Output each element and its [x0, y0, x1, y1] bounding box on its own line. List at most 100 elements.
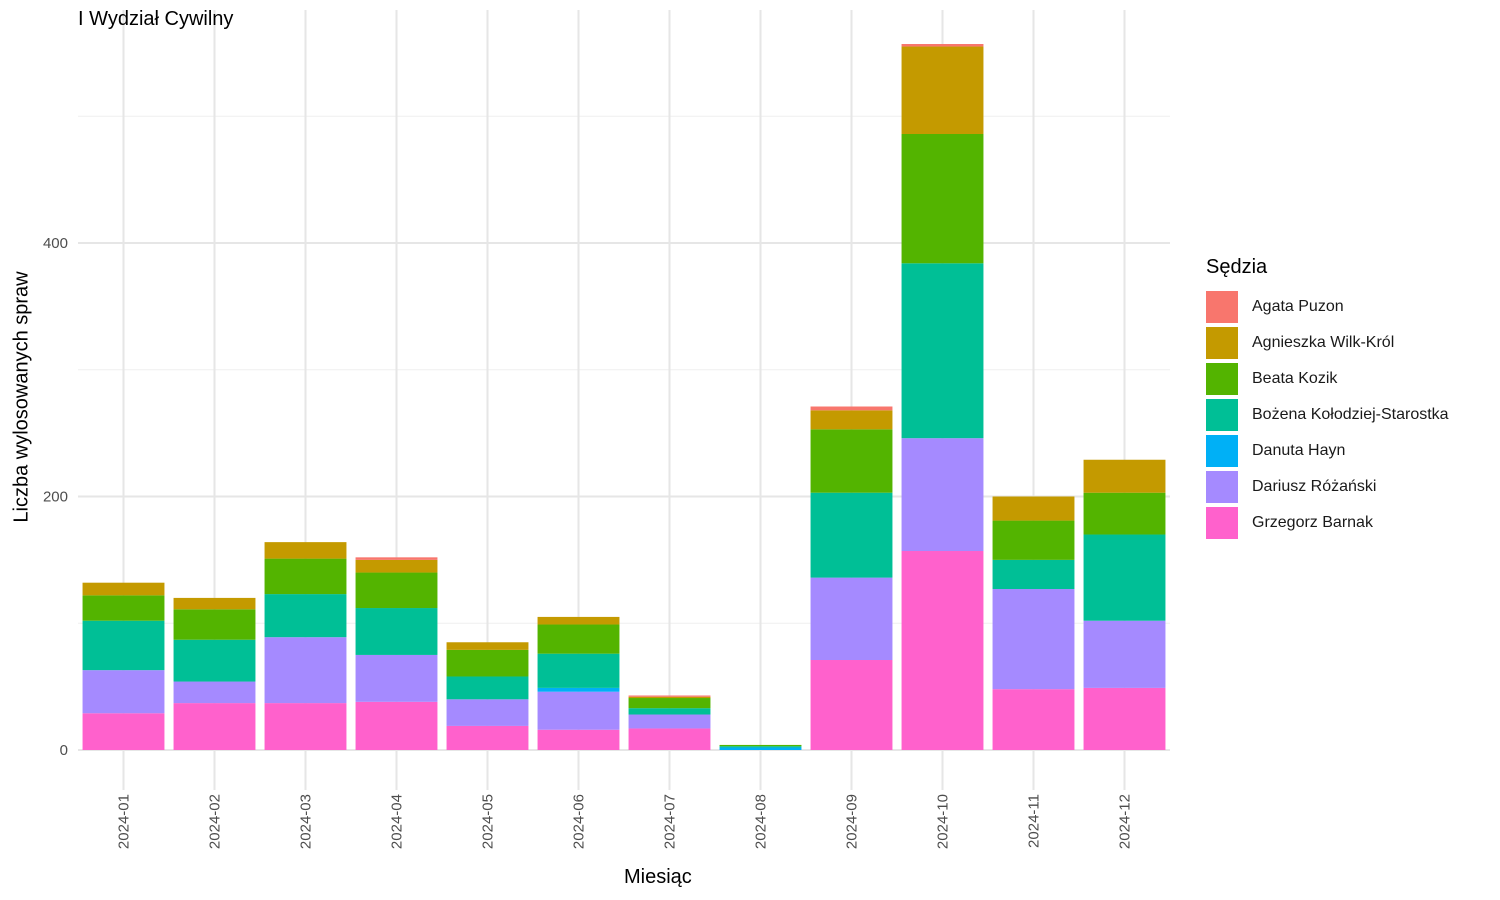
- bar-segment: [355, 572, 438, 609]
- bar-segment: [810, 577, 893, 661]
- legend-label: Agnieszka Wilk-Król: [1252, 334, 1395, 351]
- bar-segment: [810, 492, 893, 578]
- legend-item: Bożena Kołodziej-Starostka: [1206, 397, 1449, 433]
- legend-swatch: [1206, 327, 1238, 359]
- bar-segment: [264, 594, 347, 638]
- bar-segment: [537, 687, 620, 692]
- legend-item: Grzegorz Barnak: [1206, 505, 1449, 541]
- legend-label: Grzegorz Barnak: [1252, 514, 1373, 531]
- bar-segment: [446, 642, 529, 650]
- x-tick-labels: 2024-01 2024-02 2024-03 2024-04 2024-05 2024-…: [116, 794, 1134, 849]
- x-tick-label: 2024-06: [571, 794, 588, 849]
- bar-segment: [1083, 687, 1166, 750]
- x-tick-label: 2024-07: [662, 794, 679, 849]
- bar-segment: [446, 725, 529, 750]
- bar-segment: [1083, 534, 1166, 621]
- bar-segment: [901, 551, 984, 750]
- x-tick-label: 2024-08: [753, 794, 770, 849]
- bar-segment: [355, 654, 438, 702]
- x-tick-label: 2024-04: [389, 794, 406, 849]
- bar-segment: [173, 681, 256, 704]
- y-tick-labels: 0 200 400: [43, 235, 68, 759]
- bar-segment: [810, 660, 893, 750]
- bar-segment: [264, 542, 347, 559]
- bar-segment: [82, 713, 165, 750]
- bar-segment: [628, 728, 711, 750]
- bar-segment: [901, 46, 984, 134]
- x-tick-label: 2024-12: [1117, 794, 1134, 849]
- bar-segment: [537, 653, 620, 688]
- x-tick-label: 2024-09: [844, 794, 861, 849]
- bar-segment: [446, 676, 529, 700]
- bar-segment: [628, 708, 711, 715]
- bar-segment: [264, 637, 347, 704]
- legend-label: Agata Puzon: [1252, 298, 1344, 315]
- bar-segment: [82, 620, 165, 671]
- legend: Sędzia Agata Puzon Agnieszka Wilk-Król Bea…: [1206, 256, 1449, 541]
- legend-item: Danuta Hayn: [1206, 433, 1449, 469]
- bar-segment: [719, 746, 802, 748]
- bar-segment: [901, 438, 984, 552]
- legend-swatch: [1206, 435, 1238, 467]
- x-tick-label: 2024-03: [298, 794, 315, 849]
- bar-segment: [446, 649, 529, 677]
- bar-segment: [810, 406, 893, 411]
- grid-lines: [78, 10, 1170, 790]
- bar-segment: [992, 589, 1075, 690]
- legend-item: Agata Puzon: [1206, 289, 1449, 325]
- bar-segment: [264, 558, 347, 595]
- bar-segment: [628, 698, 711, 709]
- bar-segment: [173, 703, 256, 750]
- x-tick-label: 2024-02: [207, 794, 224, 849]
- bar-segment: [719, 744, 802, 747]
- bar-segment: [1083, 459, 1166, 493]
- legend-item: Dariusz Różański: [1206, 469, 1449, 505]
- x-tick-label: 2024-05: [480, 794, 497, 849]
- bar-segment: [719, 747, 802, 750]
- bar-segment: [901, 133, 984, 264]
- legend-swatch: [1206, 291, 1238, 323]
- bar-segment: [537, 729, 620, 750]
- x-tick-label: 2024-10: [935, 794, 952, 849]
- bar-segment: [355, 608, 438, 655]
- legend-label: Dariusz Różański: [1252, 478, 1377, 495]
- bar-segment: [1083, 620, 1166, 688]
- bar-segment: [355, 557, 438, 560]
- legend-item: Agnieszka Wilk-Król: [1206, 325, 1449, 361]
- y-tick-label: 0: [60, 742, 68, 759]
- legend-title: Sędzia: [1206, 256, 1268, 278]
- bar-segment: [901, 263, 984, 439]
- legend-swatch: [1206, 507, 1238, 539]
- x-axis-label: Miesiąc: [624, 866, 692, 888]
- bar-segment: [355, 559, 438, 573]
- bar-segment: [82, 595, 165, 621]
- bar-segment: [992, 496, 1075, 521]
- bar-segment: [537, 624, 620, 654]
- bar-segment: [901, 44, 984, 47]
- bar-segment: [446, 699, 529, 726]
- legend-label: Danuta Hayn: [1252, 442, 1346, 459]
- bar-segment: [537, 691, 620, 730]
- legend-items: Agata Puzon Agnieszka Wilk-Król Beata Kozi…: [1206, 289, 1449, 541]
- bar-segment: [628, 696, 711, 699]
- bar-segment: [628, 714, 711, 729]
- bar-segment: [264, 703, 347, 750]
- bar-segment: [537, 616, 620, 625]
- bar-segment: [173, 597, 256, 610]
- y-tick-label: 200: [43, 489, 68, 506]
- legend-label: Beata Kozik: [1252, 370, 1338, 387]
- bar-segment: [628, 695, 711, 697]
- legend-swatch: [1206, 399, 1238, 431]
- y-tick-label: 400: [43, 235, 68, 252]
- bar-segment: [810, 429, 893, 493]
- bar-segment: [992, 689, 1075, 750]
- legend-label: Bożena Kołodziej-Starostka: [1252, 406, 1449, 423]
- bar-segment: [82, 582, 165, 596]
- bar-segment: [992, 520, 1075, 560]
- bar-segment: [355, 701, 438, 750]
- y-axis-label: Liczba wylosowanych spraw: [10, 271, 33, 523]
- bar-segment: [992, 559, 1075, 590]
- legend-item: Beata Kozik: [1206, 361, 1449, 397]
- x-tick-label: 2024-11: [1026, 794, 1043, 848]
